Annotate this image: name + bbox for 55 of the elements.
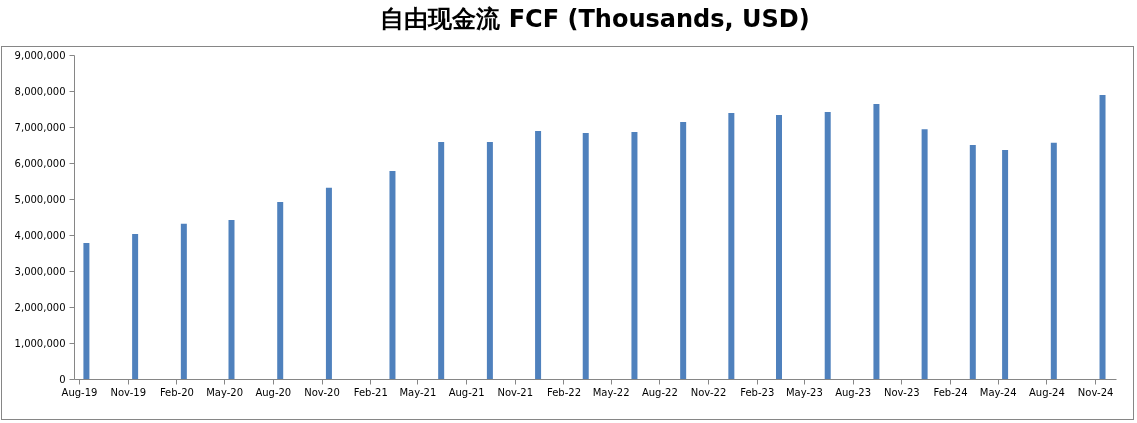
y-tick-label: 8,000,000 [14, 85, 66, 97]
bar [776, 115, 782, 379]
bar [1050, 142, 1057, 379]
bar [680, 121, 687, 379]
x-tick-label: Nov-23 [884, 386, 920, 398]
x-tick-label: May-23 [785, 386, 823, 398]
x-tick-label: Nov-20 [304, 386, 340, 398]
x-tick-label: Nov-19 [110, 386, 147, 398]
x-tick-label: Nov-21 [497, 386, 534, 398]
bar [969, 145, 976, 379]
bar [438, 142, 445, 379]
bar [535, 130, 542, 379]
bar [631, 132, 638, 379]
x-tick-label: Aug-22 [641, 386, 678, 398]
x-tick-label: May-20 [206, 386, 244, 398]
x-tick-label: Feb-22 [546, 386, 582, 398]
x-tick-label: Feb-20 [159, 386, 194, 398]
bar [389, 170, 396, 379]
bar [228, 219, 235, 379]
y-tick-label: 3,000,000 [14, 265, 66, 277]
bar [824, 111, 831, 379]
x-tick-label: Feb-24 [933, 386, 968, 398]
x-tick-label: May-21 [399, 386, 437, 398]
y-tick-label: 7,000,000 [14, 121, 66, 133]
y-tick-label: 4,000,000 [14, 229, 66, 241]
x-tick-label: Aug-20 [255, 386, 292, 398]
y-tick-label: 0 [59, 373, 66, 385]
bar [582, 133, 589, 379]
y-tick-label: 9,000,000 [14, 49, 66, 61]
x-tick-label: Feb-21 [353, 386, 388, 398]
y-tick-label: 5,000,000 [14, 193, 66, 205]
bar [486, 142, 493, 379]
bar [83, 242, 90, 379]
x-tick-label: Aug-23 [835, 386, 872, 398]
x-tick-label: May-24 [979, 386, 1017, 398]
bar [132, 233, 139, 379]
chart-title: 自由现金流 FCF (Thousands, USD) [380, 5, 810, 33]
bar [1002, 150, 1009, 379]
x-tick-label: Aug-24 [1028, 386, 1065, 398]
bar [277, 201, 284, 379]
bar [921, 129, 928, 379]
bar [873, 103, 880, 379]
x-tick-label: Aug-21 [448, 386, 485, 398]
x-tick-label: Aug-19 [61, 386, 98, 398]
x-tick-label: Nov-24 [1077, 386, 1114, 398]
y-tick-label: 1,000,000 [14, 337, 66, 349]
bar [1099, 94, 1106, 379]
bar [325, 187, 332, 379]
x-tick-label: Nov-22 [690, 386, 727, 398]
bar [180, 223, 187, 379]
x-tick-label: May-22 [592, 386, 630, 398]
y-tick-label: 6,000,000 [14, 157, 66, 169]
bar [728, 112, 735, 379]
x-tick-label: Feb-23 [740, 386, 775, 398]
y-tick-label: 2,000,000 [14, 301, 66, 313]
